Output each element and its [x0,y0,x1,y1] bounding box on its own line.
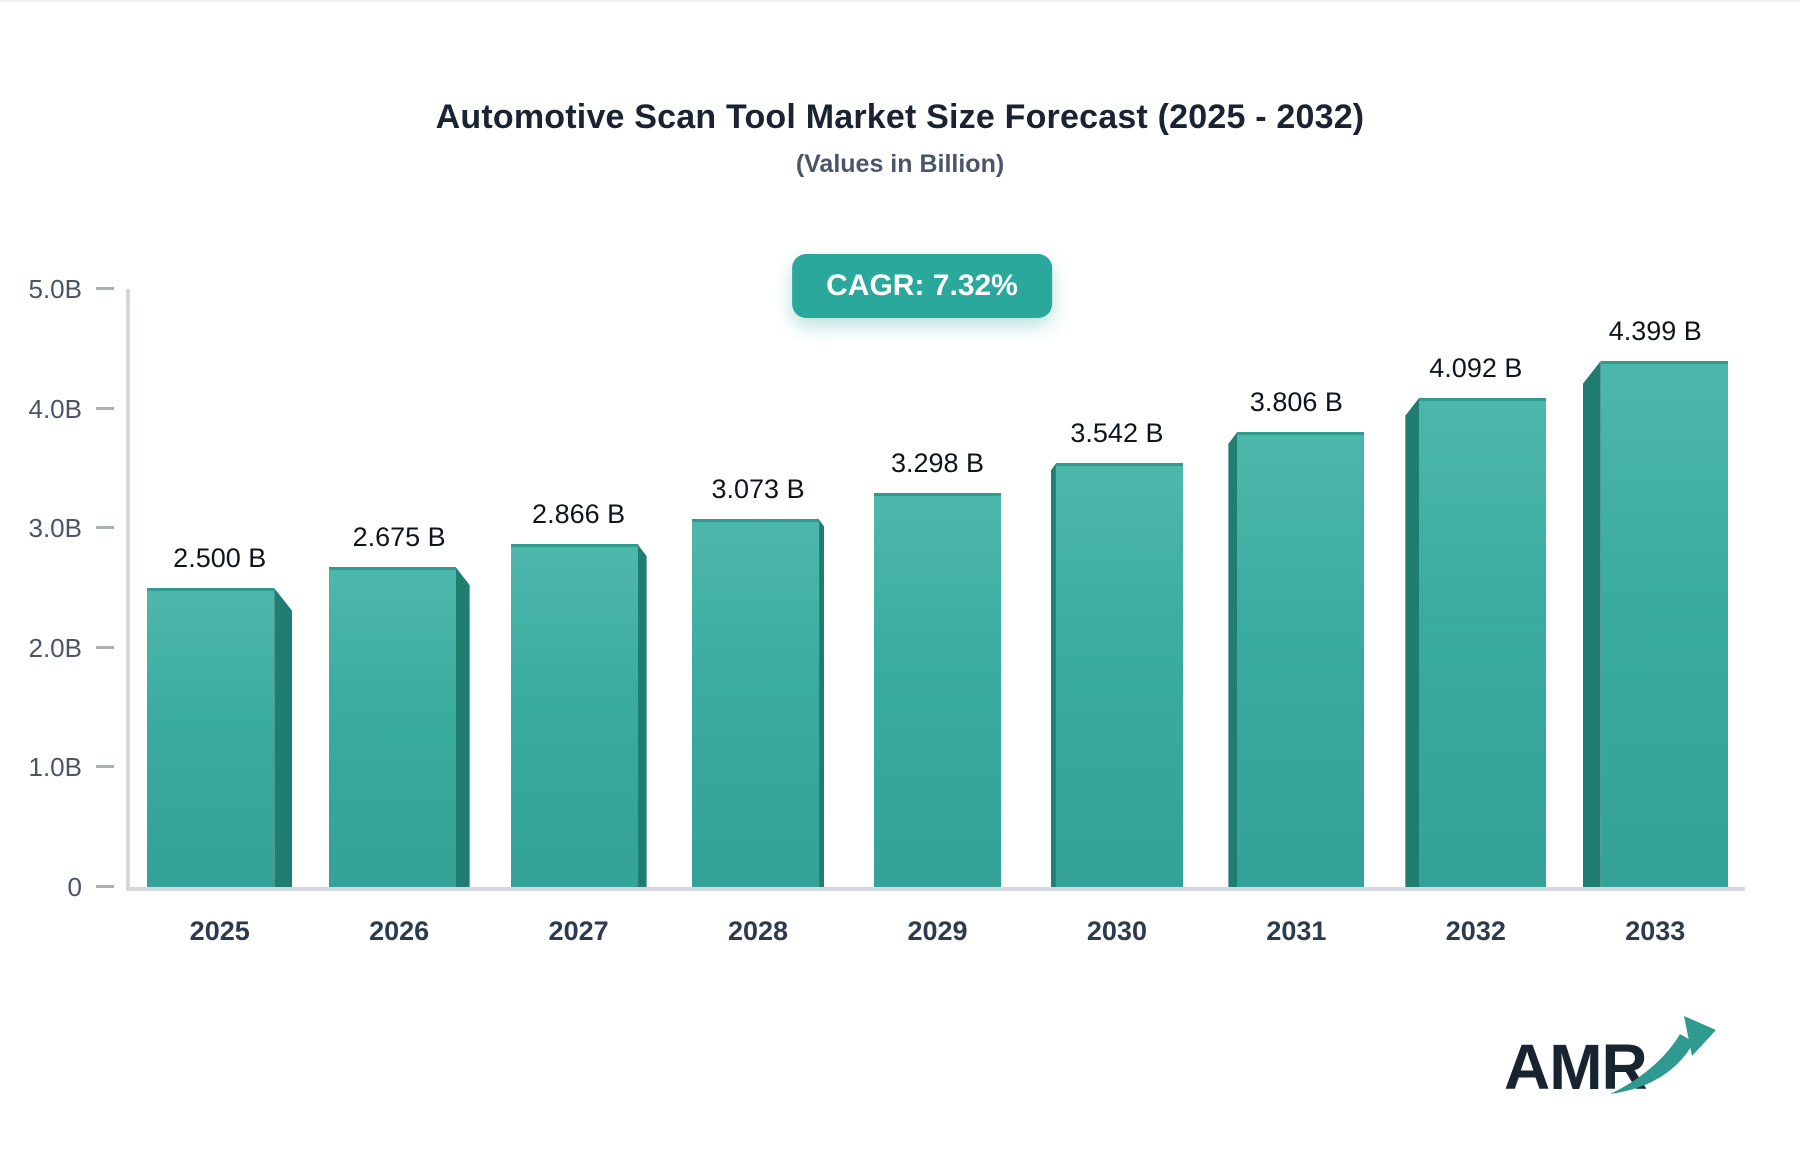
bar-2031 [1228,431,1365,887]
plot-area: 0 1.0B 2.0B 3.0B 4.0B 5.0B 2.500 B 2.675 B 2.86… [29,276,1745,946]
bar-face [1419,397,1547,887]
y-tick-label: 0 [67,872,82,902]
bar-2032 [1405,397,1547,887]
bar-face [328,567,456,887]
bar-value-label: 3.073 B [711,474,805,505]
bar-side-3d [1228,431,1238,887]
bar-value-label: 3.542 B [1070,418,1164,449]
bar-face [874,492,1001,887]
bar-face [692,519,820,887]
bar-value-label: 4.092 B [1429,352,1523,383]
bar-2026 [328,567,470,887]
x-axis-label: 2031 [1266,916,1327,946]
bar-value-label: 3.298 B [890,447,985,478]
bar-side-3d [1405,397,1420,887]
x-axis-label: 2026 [369,916,430,946]
y-tick-mark [96,645,114,649]
bar-2028 [692,519,825,887]
bar-face [1600,360,1728,887]
y-tick-mark [96,885,114,888]
bar-value-label: 2.500 B [173,543,267,573]
bar-side-3d [1582,360,1601,887]
x-axis-label: 2030 [1086,916,1147,946]
bar-side-3d [1050,463,1056,887]
bar-face [147,588,275,887]
bar-value-label: 3.806 B [1249,386,1343,417]
y-tick-mark [96,406,114,410]
x-axis-label: 2033 [1625,916,1686,946]
page-title: Automotive Scan Tool Market Size Forecas… [435,98,1365,136]
bar-side-3d [274,588,293,887]
x-axis-label: 2032 [1445,916,1506,946]
bar-2029 [874,492,1001,887]
y-tick-label: 3.0B [28,513,83,544]
x-axis-line [126,887,1745,891]
bar-value-label: 2.675 B [352,522,446,553]
y-tick-mark [96,287,114,290]
bar-side-3d [455,567,470,887]
y-tick-label: 1.0B [28,752,83,783]
bar-2025 [147,588,293,887]
bar-face [1055,463,1183,887]
bar-value-label: 4.399 B [1608,315,1702,346]
x-axis-label: 2025 [189,916,250,946]
bar-face [510,544,638,887]
x-axis-label: 2027 [548,916,609,946]
growth-arrow-icon [1610,1016,1716,1094]
y-tick-mark [96,765,114,769]
y-axis-line [126,289,130,887]
y-tick-label: 2.0B [28,632,83,663]
bar-2027 [510,544,647,887]
x-axis-label: 2029 [907,916,968,946]
bar-side-3d [637,544,647,887]
cagr-badge: CAGR: 7.32% [792,254,1052,318]
bar-2030 [1050,463,1183,887]
bar-2033 [1582,360,1728,887]
bar-face [1237,431,1365,887]
bar-value-label: 2.866 B [532,499,626,530]
x-axis-label: 2028 [728,916,789,946]
y-tick-label: 4.0B [28,393,83,424]
chart-subtitle: (Values in Billion) [795,150,1005,178]
y-tick-label: 5.0B [28,274,83,304]
bar-side-3d [819,519,825,887]
y-tick-mark [96,526,114,530]
amr-logo: AMR [1504,1016,1716,1114]
